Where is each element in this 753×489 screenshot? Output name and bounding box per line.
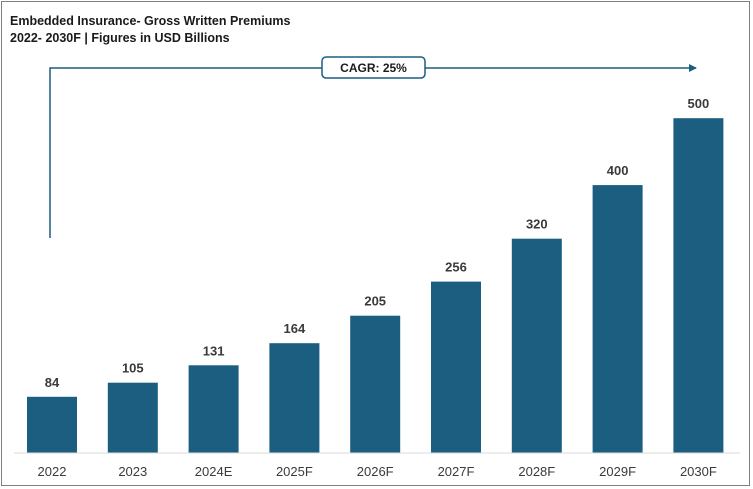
bar-value-label: 320	[526, 217, 548, 232]
x-tick-label: 2027F	[438, 464, 475, 479]
bars-layer	[27, 118, 724, 454]
bar-value-label: 500	[688, 96, 710, 111]
bar-2024e	[188, 365, 239, 453]
bar-value-label: 256	[445, 260, 467, 275]
x-tick-label: 2022	[38, 464, 67, 479]
bar-2026f	[350, 315, 401, 453]
x-tick-label: 2024E	[195, 464, 233, 479]
bar-2022	[27, 396, 77, 454]
bar-value-label: 164	[284, 321, 306, 336]
bar-2025f	[269, 343, 320, 453]
cagr-annotation: CAGR: 25%	[49, 56, 697, 238]
bar-2027f	[431, 281, 481, 453]
bar-2029f	[592, 185, 643, 453]
bar-2030f	[673, 118, 724, 453]
bar-2023	[107, 382, 158, 453]
cagr-arrow	[49, 64, 697, 238]
labels-layer: 84 2022 105 2023 131 2024E 164 2025F 205 2026F 256…	[38, 96, 717, 479]
x-tick-label: 2028F	[518, 464, 555, 479]
x-tick-label: 2023	[118, 464, 147, 479]
x-tick-label: 2030F	[680, 464, 717, 479]
cagr-label: CAGR: 25%	[340, 61, 407, 75]
chart-title: Embedded Insurance- Gross Written Premiu…	[10, 14, 291, 28]
bar-value-label: 131	[203, 343, 225, 358]
x-tick-label: 2029F	[599, 464, 636, 479]
chart-subtitle: 2022- 2030F | Figures in USD Billions	[10, 31, 230, 45]
cagr-label-box	[321, 56, 426, 79]
bar-2028f	[511, 238, 562, 453]
bar-value-label: 205	[364, 294, 386, 309]
bar-value-label: 84	[45, 375, 60, 390]
x-tick-label: 2025F	[276, 464, 313, 479]
bar-value-label: 105	[122, 361, 144, 376]
x-tick-label: 2026F	[357, 464, 394, 479]
chart-title-block: Embedded Insurance- Gross Written Premiu…	[10, 13, 290, 47]
bar-value-label: 400	[607, 163, 629, 178]
